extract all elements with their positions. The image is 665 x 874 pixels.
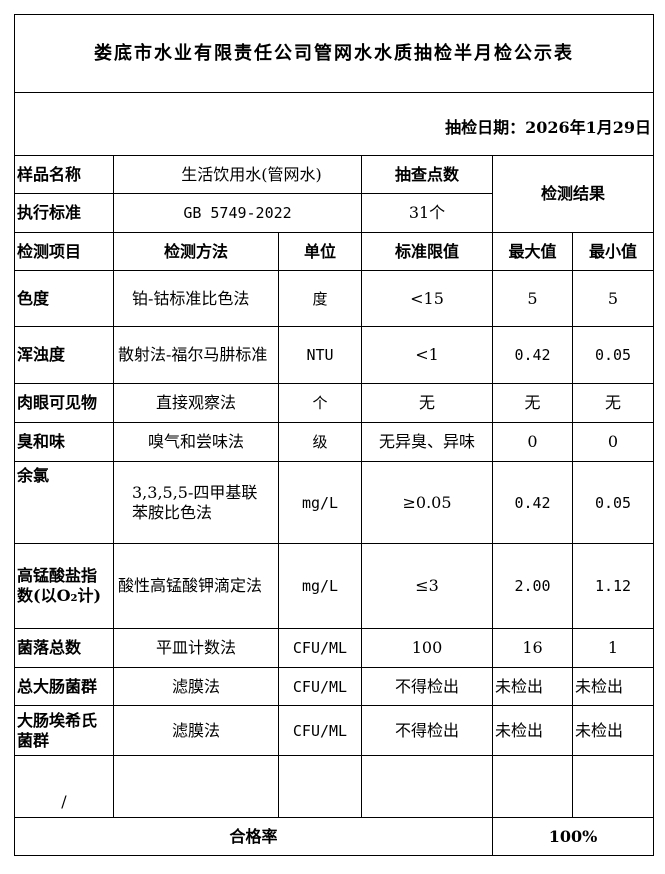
method: 直接观察法 <box>113 383 279 423</box>
item-name: 菌落总数 <box>14 628 114 668</box>
table-row: 菌落总数 平皿计数法 CFU/ML 100 16 1 <box>14 628 655 668</box>
limit: <15 <box>361 270 493 327</box>
limit: ≤3 <box>361 543 493 629</box>
limit: 不得检出 <box>361 705 493 756</box>
item-name: 色度 <box>14 270 114 327</box>
limit: 不得检出 <box>361 667 493 706</box>
max-value: 未检出 <box>492 705 573 756</box>
unit: CFU/ML <box>278 705 362 756</box>
unit: CFU/ML <box>278 628 362 668</box>
unit: CFU/ML <box>278 667 362 706</box>
result-label: 检测结果 <box>491 155 655 233</box>
header-unit: 单位 <box>278 232 362 271</box>
table-row: 高锰酸盐指 数(以O₂计) 酸性高锰酸钾滴定法 mg/L ≤3 2.00 1.12 <box>14 543 655 629</box>
item-name: 高锰酸盐指 数(以O₂计) <box>14 543 114 629</box>
max-value: 无 <box>492 383 573 423</box>
table-row: 浑浊度 散射法-福尔马肼标准 NTU <1 0.42 0.05 <box>14 326 655 384</box>
method: 滤膜法 <box>113 667 279 706</box>
max-value: 未检出 <box>492 667 573 706</box>
min-value: 1.12 <box>571 543 655 629</box>
item-name: 总大肠菌群 <box>14 667 114 706</box>
page-title: 娄底市水业有限责任公司管网水水质抽检半月检公示表 <box>13 14 655 93</box>
unit: 级 <box>278 422 362 462</box>
method: 散射法-福尔马肼标准 <box>113 326 279 384</box>
sample-name-label: 样品名称 <box>14 155 114 194</box>
points-value: 31个 <box>361 193 493 233</box>
max-value: 5 <box>492 270 573 327</box>
method: 铂-钴标准比色法 <box>113 270 279 327</box>
min-value: 0 <box>571 422 655 462</box>
table-row: 余氯 3,3,5,5-四甲基联 苯胺比色法 mg/L ≥0.05 0.42 0.05 <box>14 461 655 544</box>
table-row: 大肠埃希氏 菌群 滤膜法 CFU/ML 不得检出 未检出 未检出 <box>14 705 655 756</box>
item-name: 余氯 <box>14 461 114 544</box>
method: 平皿计数法 <box>113 628 279 668</box>
max-value: 16 <box>492 628 573 668</box>
header-method: 检测方法 <box>113 232 279 271</box>
unit: mg/L <box>278 461 362 544</box>
inspection-table: 娄底市水业有限责任公司管网水水质抽检半月检公示表 抽检日期：2026年1月29日… <box>13 14 655 856</box>
unit <box>278 755 362 818</box>
limit: 无 <box>361 383 493 423</box>
header-min: 最小值 <box>571 232 655 271</box>
limit: 100 <box>361 628 493 668</box>
table-row: 色度 铂-钴标准比色法度 <15 5 5 <box>14 270 655 327</box>
unit: NTU <box>278 326 362 384</box>
max-value: 0 <box>492 422 573 462</box>
table-row: / <box>14 755 655 818</box>
method <box>113 755 279 818</box>
method: 嗅气和尝味法 <box>113 422 279 462</box>
limit <box>361 755 493 818</box>
points-label: 抽查点数 <box>361 155 493 194</box>
min-value: 1 <box>571 628 655 668</box>
item-name: / <box>14 755 114 818</box>
min-value: 5 <box>571 270 655 327</box>
limit: 无异臭、异味 <box>361 422 493 462</box>
min-value <box>571 755 655 818</box>
max-value: 0.42 <box>492 326 573 384</box>
method: 3,3,5,5-四甲基联 苯胺比色法 <box>113 461 279 544</box>
limit: <1 <box>361 326 493 384</box>
min-value: 0.05 <box>571 461 655 544</box>
item-name: 臭和味 <box>14 422 114 462</box>
min-value: 未检出 <box>571 705 655 756</box>
header-max: 最大值 <box>492 232 573 271</box>
pass-rate-value: 100% <box>491 817 655 856</box>
table-row: 臭和味 嗅气和尝味法级无异臭、异味 0 0 <box>14 422 655 462</box>
sample-name: 生活饮用水(管网水) <box>113 155 362 194</box>
standard-value: GB 5749-2022 <box>113 193 362 233</box>
min-value: 0.05 <box>571 326 655 384</box>
standard-label: 执行标准 <box>14 193 114 233</box>
header-limit: 标准限值 <box>361 232 493 271</box>
unit: 个 <box>278 383 362 423</box>
method: 酸性高锰酸钾滴定法 <box>113 543 279 629</box>
min-value: 未检出 <box>571 667 655 706</box>
inspection-date: 抽检日期：2026年1月29日 <box>13 92 655 156</box>
max-value <box>492 755 573 818</box>
unit: mg/L <box>278 543 362 629</box>
table-row: 总大肠菌群 滤膜法 CFU/ML 不得检出 未检出 未检出 <box>14 667 655 706</box>
item-name: 大肠埃希氏 菌群 <box>14 705 114 756</box>
pass-rate-label: 合格率 <box>14 817 493 856</box>
limit: ≥0.05 <box>361 461 493 544</box>
unit: 度 <box>278 270 362 327</box>
min-value: 无 <box>571 383 655 423</box>
item-name: 浑浊度 <box>14 326 114 384</box>
item-name: 肉眼可见物 <box>14 383 114 423</box>
max-value: 2.00 <box>492 543 573 629</box>
max-value: 0.42 <box>492 461 573 544</box>
method: 滤膜法 <box>113 705 279 756</box>
header-item: 检测项目 <box>14 232 114 271</box>
table-row: 肉眼可见物 直接观察法个无无无 <box>14 383 655 423</box>
